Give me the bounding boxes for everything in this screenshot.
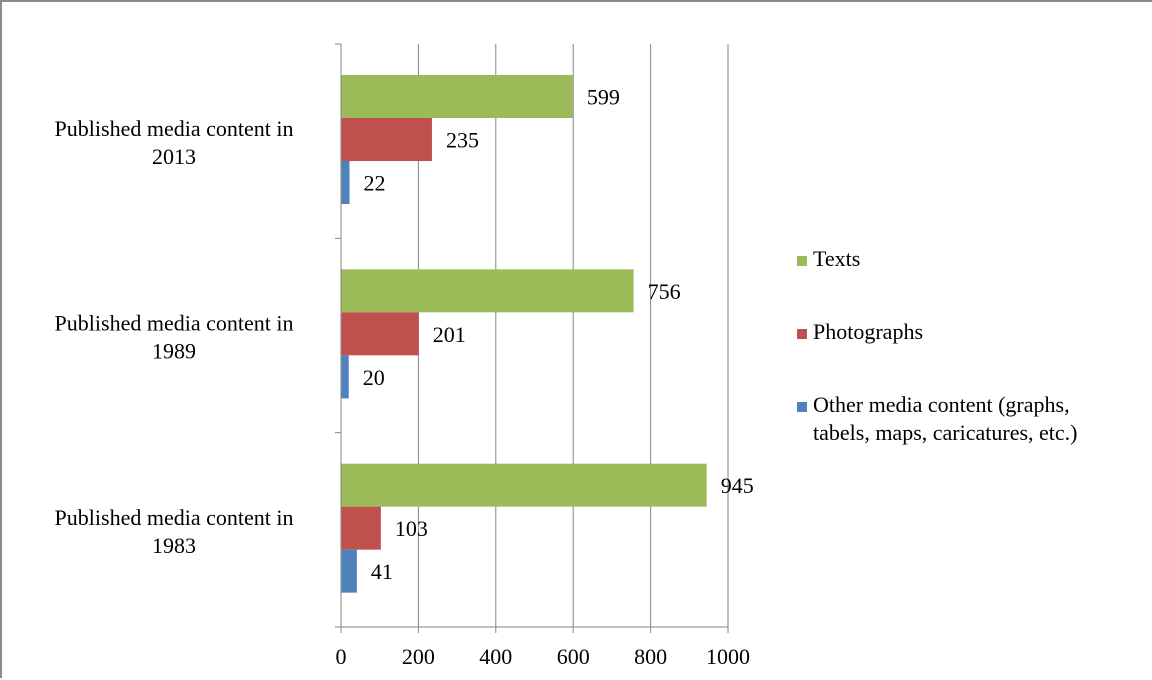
legend-swatch — [797, 329, 807, 339]
legend: Texts Photographs Other media content (gra… — [797, 246, 1077, 445]
category-label: Published media content in 1983 — [55, 505, 294, 558]
data-label: 22 — [364, 171, 386, 196]
x-tick-label: 400 — [479, 644, 512, 669]
legend-swatch — [797, 402, 807, 412]
legend-label-line: Photographs — [813, 319, 923, 344]
bars — [341, 75, 707, 593]
x-tick-label: 0 — [336, 644, 347, 669]
category-label-line: 2013 — [152, 144, 196, 169]
data-label: 41 — [371, 559, 393, 584]
bar — [341, 549, 357, 593]
legend-label-line: Other media content (graphs, — [813, 392, 1070, 417]
bar — [341, 161, 350, 204]
legend-label: Photographs — [813, 319, 923, 344]
bar — [341, 312, 419, 356]
category-label-line: Published media content in — [55, 505, 294, 530]
legend-label-line: Texts — [813, 246, 860, 271]
data-label: 945 — [721, 473, 754, 498]
x-tick-label: 1000 — [706, 644, 750, 669]
data-label: 20 — [363, 365, 385, 390]
category-label: Published media content in 2013 — [55, 116, 294, 169]
bar — [341, 75, 573, 118]
data-label: 235 — [446, 128, 479, 153]
bar — [341, 269, 634, 313]
legend-label-line: tabels, maps, caricatures, etc.) — [813, 420, 1077, 445]
category-label-line: 1989 — [152, 339, 196, 364]
legend-label: Other media content (graphs, tabels, maps… — [813, 392, 1077, 445]
category-label-line: Published media content in — [55, 311, 294, 336]
data-label: 201 — [433, 322, 466, 347]
bar — [341, 463, 707, 507]
data-label: 103 — [395, 516, 428, 541]
gridlines — [417, 44, 729, 627]
x-tick-label: 800 — [634, 644, 667, 669]
category-label-line: 1983 — [152, 533, 196, 558]
bar — [341, 118, 432, 161]
legend-swatch — [797, 256, 807, 266]
category-label: Published media content in 1989 — [55, 311, 294, 364]
bar — [341, 506, 381, 550]
axes: 0 200 400 600 800 1000 Published media content… — [55, 43, 750, 669]
x-tick-label: 600 — [557, 644, 590, 669]
category-label-line: Published media content in — [55, 116, 294, 141]
x-tick-label: 200 — [402, 644, 435, 669]
bar — [341, 355, 349, 399]
data-label: 599 — [587, 85, 620, 110]
data-label: 756 — [648, 279, 681, 304]
legend-label: Texts — [813, 246, 860, 271]
